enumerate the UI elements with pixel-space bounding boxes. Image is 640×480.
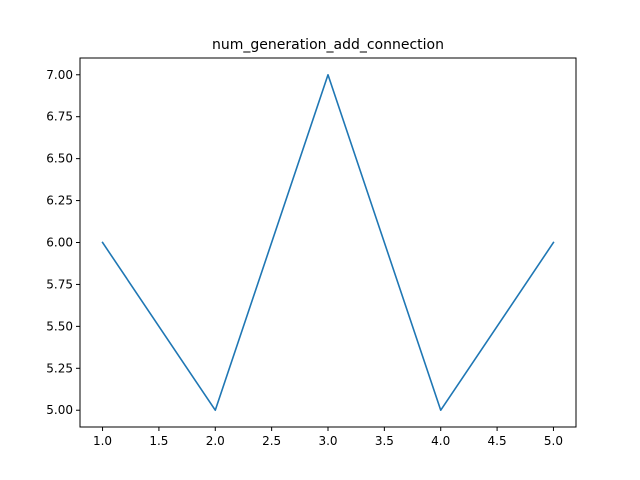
x-tick-label: 4.5 [488, 434, 507, 448]
x-tick-label: 3.0 [318, 434, 337, 448]
x-tick-label: 1.5 [149, 434, 168, 448]
y-tick-label: 5.00 [46, 403, 73, 417]
x-tick-label: 2.0 [206, 434, 225, 448]
series-layer [101, 73, 555, 412]
y-tick-label: 7.00 [46, 68, 73, 82]
y-tick-label: 5.25 [46, 361, 73, 375]
y-tick-label: 6.00 [46, 236, 73, 250]
series-line [101, 73, 555, 412]
chart-title: num_generation_add_connection [212, 37, 444, 53]
y-axis: 5.00 5.25 5.50 5.75 6.00 6.25 6.50 6.75 7.00 [46, 68, 80, 417]
y-tick-label: 6.25 [46, 194, 73, 208]
y-tick-label: 5.50 [46, 319, 73, 333]
y-tick-label: 6.75 [46, 110, 73, 124]
y-tick-label: 6.50 [46, 152, 73, 166]
x-tick-label: 3.5 [375, 434, 394, 448]
x-tick-label: 2.5 [262, 434, 281, 448]
x-axis: 1.0 1.5 2.0 2.5 3.0 3.5 4.0 4.5 5.0 [93, 427, 563, 448]
plot-frame [79, 57, 577, 428]
x-tick-label: 4.0 [431, 434, 450, 448]
x-tick-label: 5.0 [544, 434, 563, 448]
y-tick-label: 5.75 [46, 277, 73, 291]
x-tick-label: 1.0 [93, 434, 112, 448]
